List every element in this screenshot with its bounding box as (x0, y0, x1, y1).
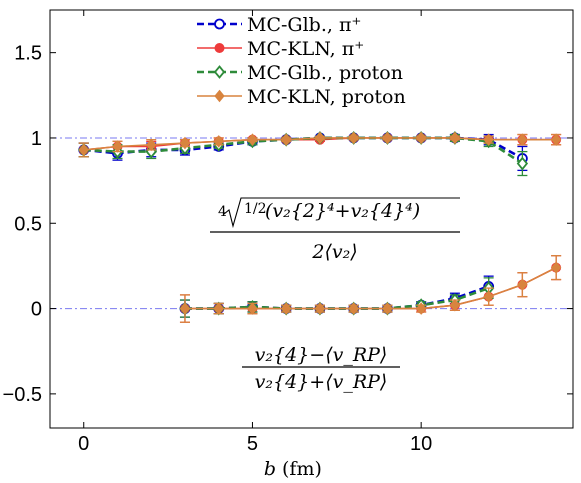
data-point (449, 298, 461, 312)
y-tick-label: 1.5 (14, 43, 42, 65)
series-3 (78, 131, 562, 158)
series-7 (179, 255, 562, 323)
series-line (184, 286, 490, 310)
annotation-upper-denominator: 2⟨v₂⟩ (311, 241, 357, 263)
data-point (179, 302, 191, 315)
annotation-upper-half: 1/2 (244, 201, 267, 217)
y-tick-label: 0.5 (14, 213, 42, 235)
legend-label: MC-Glb., π⁺ (247, 14, 361, 36)
data-point (214, 18, 225, 30)
series-4 (179, 275, 495, 318)
data-point (112, 140, 123, 153)
y-tick-label: −0.5 (3, 384, 42, 406)
data-point (416, 131, 427, 145)
x-axis-label-var: b (264, 458, 276, 480)
data-point (382, 302, 393, 315)
legend-label: MC-KLN, proton (247, 86, 406, 108)
radical-sign (223, 197, 460, 229)
data-point (146, 138, 157, 152)
y-tick-label: 1 (31, 128, 42, 150)
annotation-upper-root: 4 (218, 204, 227, 220)
series-layer (78, 131, 562, 323)
annotation-lower-numerator: v₂{4}−⟨v_RP⟩ (255, 344, 388, 366)
data-point (550, 133, 562, 146)
data-point (516, 156, 529, 171)
data-point (348, 302, 359, 315)
data-point (214, 43, 225, 53)
plot-frame (49, 9, 574, 429)
annotation-lower: v₂{4}−⟨v_RP⟩ v₂{4}+⟨v_RP⟩ (242, 344, 400, 393)
data-point (78, 143, 89, 157)
data-point (213, 135, 224, 148)
data-point (416, 302, 427, 315)
data-point (517, 278, 528, 291)
x-tick-label: 10 (410, 433, 432, 455)
legend-label: MC-KLN, π⁺ (247, 38, 364, 60)
legend-entry-2: MC-Glb., proton (197, 62, 403, 84)
data-point (213, 65, 226, 79)
data-point (247, 302, 258, 315)
legend-entry-0: MC-Glb., π⁺ (197, 14, 361, 36)
x-tick-label: 5 (247, 433, 258, 455)
y-tick-label: 0 (31, 299, 42, 321)
annotation-upper: 4 1/2 (v₂{2}⁴+v₂{4}⁴) 2⟨v₂⟩ (210, 197, 460, 263)
x-tick-label: 0 (78, 433, 89, 455)
legend: MC-Glb., π⁺MC-KLN, π⁺MC-Glb., protonMC-K… (197, 14, 406, 108)
annotation-upper-body: (v₂{2}⁴+v₂{4}⁴) (265, 200, 420, 222)
data-point (247, 133, 258, 146)
x-axis-label-unit: (fm) (282, 458, 322, 480)
series-6 (179, 277, 495, 318)
data-point (517, 133, 528, 146)
series-5 (179, 255, 562, 323)
legend-entry-1: MC-KLN, π⁺ (197, 38, 364, 60)
data-point (550, 261, 562, 274)
data-point (382, 131, 393, 145)
data-point (179, 136, 191, 150)
data-point (483, 290, 494, 303)
data-point (314, 302, 326, 315)
data-point (348, 131, 359, 145)
annotation-lower-denominator: v₂{4}+⟨v_RP⟩ (255, 371, 388, 393)
data-point (214, 89, 225, 103)
series-line (184, 266, 557, 310)
legend-entry-3: MC-KLN, proton (197, 86, 406, 108)
reference-lines (50, 137, 573, 310)
legend-label: MC-Glb., proton (247, 62, 403, 84)
data-point (314, 131, 326, 145)
data-point (281, 302, 292, 315)
series-line (184, 285, 490, 310)
data-point (483, 133, 494, 146)
data-point (213, 302, 224, 315)
series-line (184, 266, 557, 310)
data-point (449, 131, 461, 145)
x-axis-label: b (fm) (264, 458, 322, 480)
data-point (281, 133, 292, 146)
axis-ticks: 0 5 10 −0.5 0 0.5 1 1.5 (3, 10, 573, 455)
